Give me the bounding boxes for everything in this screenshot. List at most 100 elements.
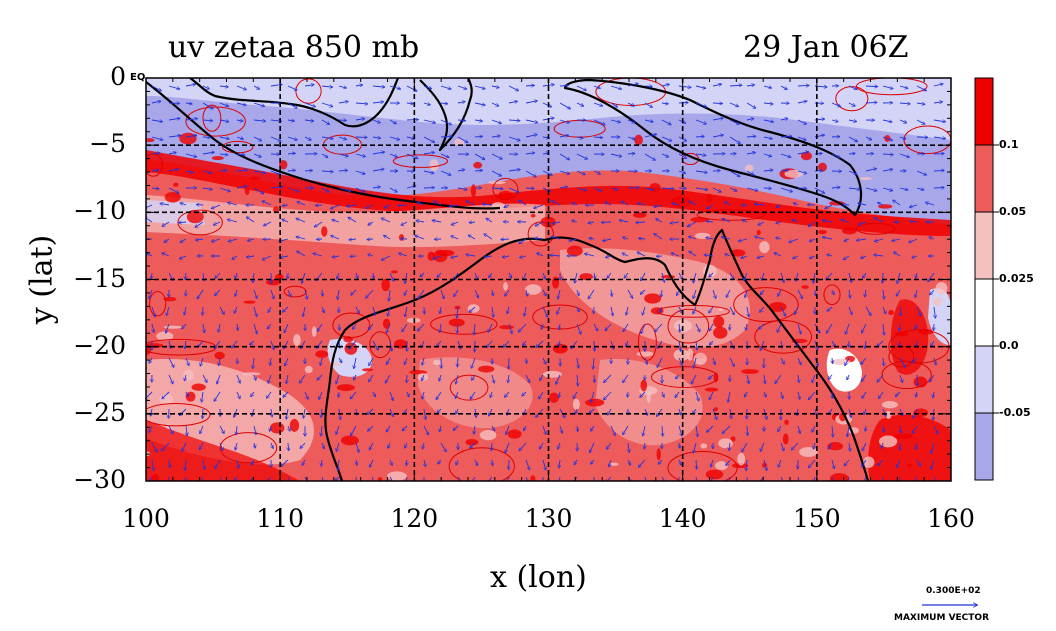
- wind-vector: [202, 85, 209, 89]
- wind-vector: [168, 187, 179, 193]
- wind-vector: [332, 220, 340, 223]
- wind-vector: [331, 204, 340, 209]
- wind-vector: [878, 459, 884, 466]
- wind-vector: [619, 220, 629, 222]
- wind-vector: [202, 170, 211, 173]
- wind-vector: [508, 374, 509, 382]
- wind-vector: [722, 425, 731, 433]
- wind-vector: [185, 476, 186, 481]
- wind-vector: [524, 306, 526, 316]
- y-tick-label: 0: [110, 62, 126, 91]
- wind-vector: [474, 425, 475, 434]
- vorticity-speckle: [488, 180, 506, 185]
- wind-vector: [915, 289, 917, 297]
- wind-vector: [315, 221, 323, 227]
- wind-vector: [729, 85, 742, 86]
- wind-vector: [678, 357, 682, 365]
- wind-vector: [745, 289, 747, 297]
- wind-vector: [270, 187, 283, 188]
- wind-vector: [847, 374, 849, 380]
- wind-vector: [780, 442, 784, 451]
- wind-vector: [168, 476, 170, 481]
- wind-vector: [747, 374, 749, 384]
- wind-vector: [219, 442, 223, 450]
- wind-vector: [398, 205, 408, 206]
- wind-vector: [440, 289, 444, 299]
- wind-vector: [416, 221, 425, 222]
- wind-vector: [202, 374, 207, 382]
- wind-vector: [162, 253, 170, 257]
- wind-vector: [679, 323, 680, 332]
- wind-vector: [491, 188, 503, 189]
- wind-vector: [457, 188, 467, 190]
- wind-vector: [168, 118, 180, 120]
- wind-vector: [185, 84, 195, 86]
- contour-line: [430, 313, 498, 335]
- wind-vector: [678, 306, 682, 313]
- wind-vector: [322, 289, 323, 296]
- vorticity-speckle: [705, 469, 724, 480]
- vorticity-speckle: [163, 325, 183, 329]
- vorticity-speckle: [784, 419, 789, 425]
- colorbar-swatch: [974, 278, 994, 347]
- wind-vector: [369, 357, 374, 365]
- wind-vector: [219, 357, 220, 366]
- wind-vector: [797, 170, 807, 173]
- wind-vector: [253, 170, 265, 173]
- wind-vector: [234, 306, 238, 313]
- wind-vector: [576, 85, 586, 90]
- wind-vector: [882, 408, 886, 416]
- coast-australia: [328, 228, 870, 481]
- wind-vector: [822, 220, 833, 222]
- wind-vector: [604, 374, 612, 382]
- wind-vector: [504, 205, 510, 207]
- wind-vector: [304, 289, 307, 299]
- wind-vector: [858, 203, 867, 205]
- vorticity-speckle: [817, 229, 827, 235]
- vorticity-speckle: [893, 433, 913, 440]
- wind-vector: [622, 253, 629, 257]
- wind-vector: [388, 306, 391, 316]
- wind-vector: [287, 102, 297, 108]
- wind-vector: [389, 408, 393, 416]
- wind-vector: [296, 237, 306, 240]
- wind-vector: [151, 408, 152, 416]
- wind-vector: [712, 135, 723, 138]
- wind-vector: [321, 408, 322, 417]
- wind-vector: [678, 272, 682, 279]
- wind-vector: [590, 442, 595, 452]
- wind-vector: [519, 442, 527, 451]
- wind-vector: [849, 289, 850, 298]
- wind-vector: [219, 136, 229, 139]
- wind-vector: [916, 170, 926, 175]
- wind-vector: [370, 459, 374, 467]
- vorticity-speckle: [830, 358, 851, 365]
- wind-vector: [304, 85, 314, 86]
- vorticity-speckle: [913, 408, 929, 418]
- wind-vector: [338, 357, 342, 363]
- wind-vector: [372, 152, 384, 155]
- wind-vector: [271, 442, 273, 448]
- contour-line: [146, 403, 211, 427]
- wind-vector: [556, 374, 561, 384]
- wind-vector: [594, 374, 595, 382]
- wind-vector: [466, 255, 476, 256]
- vorticity-speckle: [579, 273, 593, 281]
- wind-vector: [297, 251, 306, 257]
- wind-vector: [381, 218, 391, 223]
- wind-vector: [440, 442, 446, 452]
- wind-vector: [487, 340, 493, 347]
- wind-vector: [518, 323, 527, 332]
- vorticity-speckle: [321, 226, 328, 237]
- wind-vector: [418, 323, 425, 331]
- wind-vector: [195, 221, 204, 227]
- wind-vector: [331, 235, 340, 240]
- colorbar-label: 0.05: [999, 205, 1027, 218]
- wind-vector: [468, 235, 476, 240]
- wind-vector: [525, 476, 529, 481]
- wind-vector: [253, 272, 254, 283]
- wind-vector: [406, 153, 418, 158]
- wind-vector: [759, 323, 765, 329]
- contour-line: [492, 177, 519, 201]
- vorticity-speckle: [390, 270, 398, 274]
